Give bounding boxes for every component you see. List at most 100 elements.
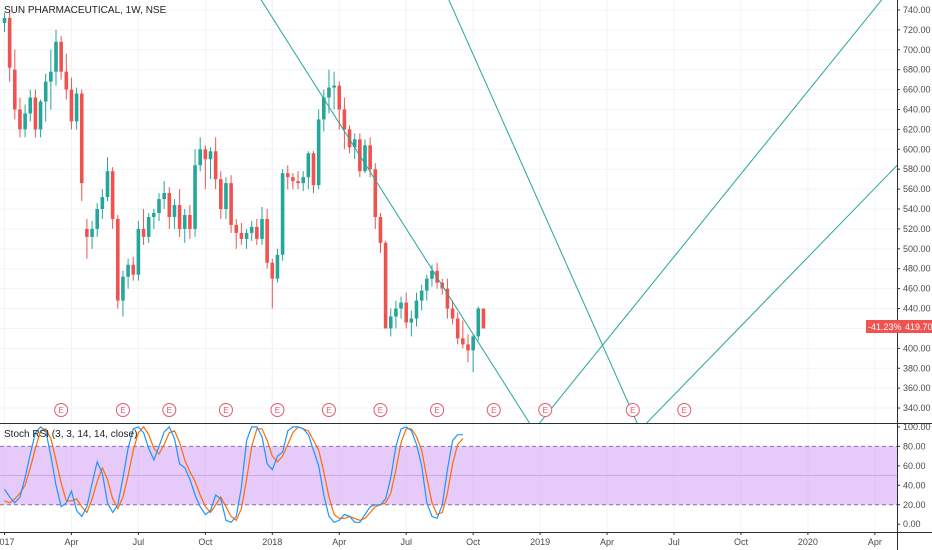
price-badges: -41.23% 419.70 — [866, 320, 932, 333]
earnings-marker-label: E — [630, 406, 635, 415]
axis-labels: 340.00360.00380.00400.00420.00440.00460.… — [0, 5, 931, 547]
price-tick-label: 380.00 — [903, 363, 931, 373]
candle-body — [414, 300, 419, 319]
time-tick-label: Apr — [868, 537, 882, 547]
candle-body — [445, 288, 450, 309]
candle-body — [203, 149, 208, 160]
candle-body — [399, 302, 403, 309]
candle-body — [404, 302, 408, 323]
candle-body — [347, 129, 352, 148]
candlestick-series — [2, 9, 486, 373]
stoch-k-line — [4, 425, 463, 524]
candle-body — [301, 177, 305, 184]
candle-body — [337, 85, 342, 110]
candle-body — [378, 216, 383, 243]
candle-body — [28, 97, 33, 114]
candle-body — [316, 119, 321, 186]
candle-body — [291, 177, 295, 182]
candle-body — [255, 226, 259, 239]
stoch-tick-label: 40.00 — [903, 480, 926, 490]
candle-body — [342, 109, 347, 130]
candle-body — [141, 228, 146, 237]
candle-body — [126, 264, 130, 277]
candle-body — [64, 71, 69, 90]
candle-body — [79, 93, 84, 184]
earnings-marker — [321, 403, 336, 417]
candle-body — [167, 193, 172, 217]
candle-body — [481, 308, 486, 329]
grid-lines — [0, 0, 897, 532]
time-tick-label: Apr — [64, 537, 78, 547]
candle-body — [394, 308, 398, 317]
earnings-marker-label: E — [58, 406, 63, 415]
candle-body — [105, 171, 110, 198]
earnings-marker — [538, 403, 553, 417]
time-tick-label: 2017 — [0, 537, 15, 547]
candle-body — [322, 97, 326, 120]
earnings-marker-label: E — [434, 406, 439, 415]
candle-body — [476, 308, 481, 337]
trendline — [448, 0, 638, 423]
candle-body — [285, 173, 290, 178]
trendline — [260, 0, 531, 423]
candle-body — [239, 232, 244, 239]
earnings-marker-label: E — [543, 406, 548, 415]
earnings-marker — [373, 403, 388, 417]
time-tick-label: Jul — [400, 537, 412, 547]
candle-body — [13, 69, 17, 110]
candle-body — [100, 197, 105, 210]
candle-body — [363, 145, 367, 172]
candle-body — [85, 228, 89, 237]
candle-body — [198, 149, 202, 166]
candle-body — [224, 183, 228, 210]
price-tick-label: 560.00 — [903, 184, 931, 194]
candle-body — [152, 212, 156, 217]
earnings-marker-label: E — [326, 406, 331, 415]
time-tick-label: 2019 — [530, 537, 550, 547]
earnings-marker — [162, 403, 177, 417]
earnings-marker — [677, 403, 692, 417]
stoch-tick-label: 20.00 — [903, 500, 926, 510]
candle-body — [373, 169, 378, 217]
change-badge-label: -41.23% — [868, 322, 902, 332]
price-tick-label: 360.00 — [903, 383, 931, 393]
time-tick-label: Apr — [332, 537, 346, 547]
stoch-d-line — [4, 425, 464, 522]
candle-body — [461, 338, 465, 345]
candle-body — [110, 171, 115, 219]
earnings-marker-label: E — [275, 406, 280, 415]
earnings-marker-label: E — [120, 406, 125, 415]
earnings-marker — [115, 403, 130, 417]
time-tick-label: Oct — [198, 537, 213, 547]
candle-body — [260, 218, 264, 239]
candle-body — [208, 151, 213, 160]
candle-body — [311, 153, 316, 186]
price-tick-label: 400.00 — [903, 343, 931, 353]
last-price-label: 419.70 — [905, 322, 932, 332]
time-tick-label: Jul — [133, 537, 145, 547]
earnings-marker — [625, 403, 640, 417]
price-tick-label: 540.00 — [903, 204, 931, 214]
stoch-band — [0, 445, 897, 506]
candle-body — [455, 318, 460, 339]
price-tick-label: 680.00 — [903, 65, 931, 75]
earnings-marker — [270, 403, 285, 417]
candle-body — [116, 218, 120, 301]
price-tick-label: 520.00 — [903, 224, 931, 234]
candle-body — [275, 254, 280, 279]
time-tick-label: Jul — [668, 537, 680, 547]
price-tick-label: 660.00 — [903, 85, 931, 95]
trendlines — [260, 0, 897, 423]
price-tick-label: 740.00 — [903, 5, 931, 15]
stoch-tick-label: 60.00 — [903, 461, 926, 471]
candle-body — [90, 228, 94, 237]
candle-body — [280, 173, 285, 255]
candle-body — [388, 316, 393, 329]
time-tick-label: 2018 — [262, 537, 282, 547]
price-tick-label: 460.00 — [903, 284, 931, 294]
candle-body — [213, 151, 218, 180]
time-tick-label: 2020 — [798, 537, 818, 547]
candle-body — [229, 183, 233, 225]
